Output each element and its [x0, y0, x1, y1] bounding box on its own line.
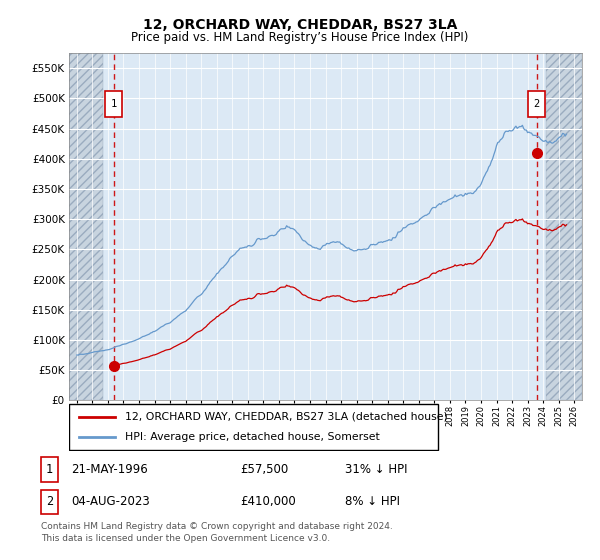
FancyBboxPatch shape: [69, 404, 439, 450]
FancyBboxPatch shape: [41, 458, 58, 482]
Text: HPI: Average price, detached house, Somerset: HPI: Average price, detached house, Some…: [125, 432, 380, 442]
Text: 31% ↓ HPI: 31% ↓ HPI: [344, 463, 407, 476]
Text: Contains HM Land Registry data © Crown copyright and database right 2024.
This d: Contains HM Land Registry data © Crown c…: [41, 522, 393, 543]
Bar: [546, 53, 582, 400]
Text: 04-AUG-2023: 04-AUG-2023: [71, 496, 150, 508]
FancyBboxPatch shape: [528, 91, 545, 116]
Text: £57,500: £57,500: [240, 463, 288, 476]
Text: Price paid vs. HM Land Registry’s House Price Index (HPI): Price paid vs. HM Land Registry’s House …: [131, 31, 469, 44]
Text: 12, ORCHARD WAY, CHEDDAR, BS27 3LA: 12, ORCHARD WAY, CHEDDAR, BS27 3LA: [143, 18, 457, 32]
Text: 2: 2: [533, 99, 540, 109]
FancyBboxPatch shape: [41, 489, 58, 514]
Text: 1: 1: [46, 463, 53, 476]
Text: 8% ↓ HPI: 8% ↓ HPI: [344, 496, 400, 508]
Text: £410,000: £410,000: [240, 496, 296, 508]
Text: 1: 1: [110, 99, 117, 109]
Bar: [69, 53, 103, 400]
FancyBboxPatch shape: [105, 91, 122, 116]
Text: 12, ORCHARD WAY, CHEDDAR, BS27 3LA (detached house): 12, ORCHARD WAY, CHEDDAR, BS27 3LA (deta…: [125, 412, 448, 422]
Text: 21-MAY-1996: 21-MAY-1996: [71, 463, 148, 476]
Text: 2: 2: [46, 496, 53, 508]
